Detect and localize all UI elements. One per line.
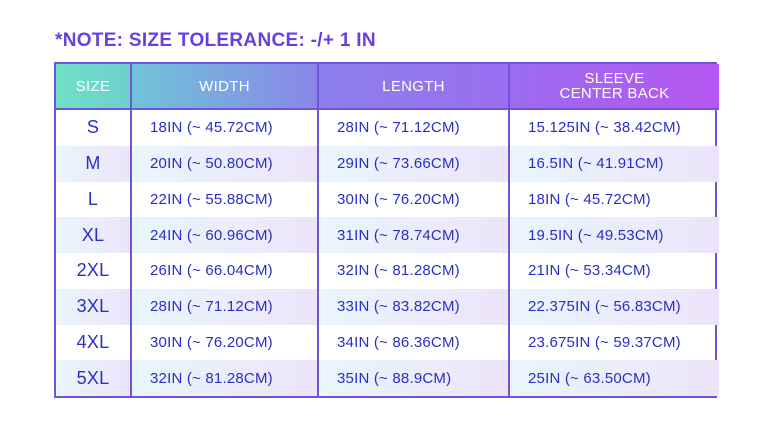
- row-sleeve: 22.375IN (~ 56.83CM): [508, 288, 719, 325]
- row-size: 5XL: [56, 360, 130, 396]
- row-length: 35IN (~ 88.9CM): [317, 360, 508, 396]
- row-width: 26IN (~ 66.04CM): [130, 253, 317, 289]
- row-size: S: [86, 117, 100, 138]
- row-width: 18IN (~ 45.72CM): [130, 110, 317, 146]
- row-length: 33IN (~ 83.82CM): [317, 288, 508, 325]
- row-size: XL: [56, 217, 130, 253]
- row-length: 30IN (~ 76.20CM): [317, 181, 508, 218]
- header-length: LENGTH: [317, 64, 508, 110]
- row-size: 2XL: [76, 260, 110, 281]
- row-length: 32IN (~ 81.28CM): [317, 253, 508, 289]
- row-size: 4XL: [76, 331, 110, 352]
- size-chart-table: SIZE WIDTH LENGTH SLEEVE CENTER BACK S 1…: [54, 62, 719, 398]
- row-sleeve: 16.5IN (~ 41.91CM): [508, 145, 719, 182]
- row-width: 22IN (~ 55.88CM): [130, 181, 317, 218]
- row-width: 24IN (~ 60.96CM): [130, 217, 317, 253]
- row-width: 28IN (~ 71.12CM): [130, 288, 317, 325]
- row-length: 34IN (~ 86.36CM): [317, 324, 508, 361]
- row-sleeve: 18IN (~ 45.72CM): [508, 181, 719, 218]
- row-width: 20IN (~ 50.80CM): [130, 145, 317, 182]
- row-width: 30IN (~ 76.20CM): [130, 324, 317, 361]
- row-length: 31IN (~ 78.74CM): [317, 217, 508, 253]
- row-length: 29IN (~ 73.66CM): [317, 145, 508, 182]
- row-sleeve: 19.5IN (~ 49.53CM): [508, 217, 719, 253]
- size-tolerance-note: *NOTE: SIZE TOLERANCE: -/+ 1 IN: [55, 30, 376, 51]
- row-sleeve: 23.675IN (~ 59.37CM): [508, 324, 719, 361]
- row-sleeve: 15.125IN (~ 38.42CM): [508, 110, 719, 146]
- row-width: 32IN (~ 81.28CM): [130, 360, 317, 396]
- row-size: M: [56, 145, 130, 182]
- row-sleeve: 21IN (~ 53.34CM): [508, 253, 719, 289]
- row-size: 3XL: [56, 288, 130, 325]
- row-length: 28IN (~ 71.12CM): [317, 110, 508, 146]
- header-sleeve-center-back: SLEEVE CENTER BACK: [508, 64, 719, 110]
- header-size: SIZE: [56, 64, 130, 110]
- row-size: L: [87, 188, 99, 209]
- header-width: WIDTH: [130, 64, 317, 110]
- row-sleeve: 25IN (~ 63.50CM): [508, 360, 719, 396]
